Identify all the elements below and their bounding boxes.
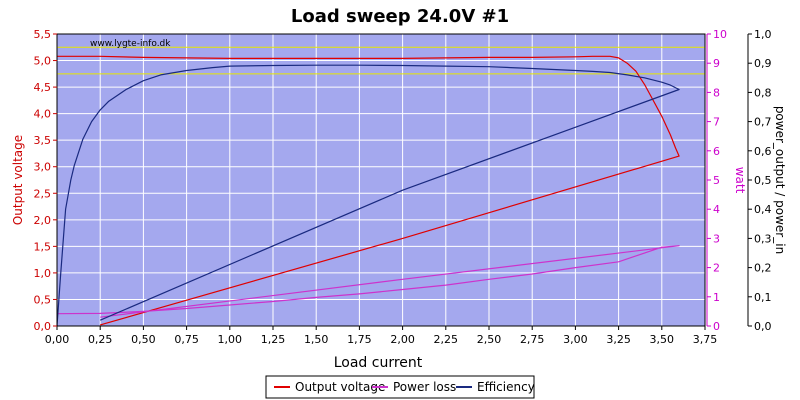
x-axis-label: Load current bbox=[334, 355, 423, 371]
y-right-axis-label: power_output / power_in bbox=[773, 106, 787, 254]
x-tick-label: 2,75 bbox=[520, 333, 545, 346]
series-output-voltage bbox=[57, 55, 680, 326]
legend-label: Output voltage bbox=[295, 380, 385, 394]
legend-box bbox=[265, 375, 535, 399]
y-mid-tick-label: 0 bbox=[713, 320, 720, 333]
x-tick-label: 1,50 bbox=[304, 333, 329, 346]
x-tick-label: 1,25 bbox=[261, 333, 286, 346]
y-right-tick-label: 1,0 bbox=[754, 28, 772, 41]
y-mid-tick-label: 4 bbox=[713, 203, 720, 216]
y-right-tick-label: 0,8 bbox=[754, 86, 772, 99]
y-left-tick-label: 0,5 bbox=[34, 293, 52, 306]
y-left-tick-label: 1,0 bbox=[34, 267, 52, 280]
series-layer bbox=[56, 55, 680, 327]
x-tick-label: 0,25 bbox=[88, 333, 113, 346]
y-mid-axis-label: watt bbox=[733, 167, 747, 194]
y-left-axis-ticks: 0,0 0,5 1,0 1,5 2,0 2,5 3,0 3,5 4,0 4,5 5,0 5,5 bbox=[34, 28, 57, 333]
x-tick-label: 0,75 bbox=[174, 333, 199, 346]
y-right-tick-label: 0,0 bbox=[754, 320, 772, 333]
y-left-tick-label: 1,5 bbox=[34, 240, 52, 253]
y-left-tick-label: 3,5 bbox=[34, 134, 52, 147]
x-tick-label: 3,75 bbox=[693, 333, 718, 346]
y-right-tick-label: 0,6 bbox=[754, 145, 772, 158]
watermark: www.lygte-info.dk bbox=[90, 39, 171, 49]
y-left-tick-label: 4,0 bbox=[34, 108, 52, 121]
plot-border bbox=[56, 33, 706, 327]
legend-label: Power loss bbox=[393, 380, 456, 394]
y-left-tick-label: 5,0 bbox=[34, 55, 52, 68]
y-mid-tick-label: 5 bbox=[713, 174, 720, 187]
legend: Output voltage Power loss Efficiency bbox=[265, 375, 535, 399]
x-tick-label: 0,50 bbox=[131, 333, 156, 346]
chart-title: Load sweep 24.0V #1 bbox=[291, 6, 509, 27]
x-tick-label: 3,00 bbox=[563, 333, 588, 346]
y-mid-tick-label: 10 bbox=[713, 28, 727, 41]
x-axis-ticks: 0,00 0,25 0,50 0,75 1,00 1,25 1,50 1,75 2,00 2,25… bbox=[45, 326, 718, 346]
y-mid-tick-label: 7 bbox=[713, 116, 720, 129]
y-right-axis-ticks: 0,0 0,1 0,2 0,3 0,4 0,5 0,6 0,7 0,8 0,9 1,0 bbox=[748, 28, 772, 333]
y-mid-axis-ticks: 0 1 2 3 4 5 6 7 8 9 10 bbox=[707, 28, 727, 333]
x-tick-label: 1,00 bbox=[218, 333, 243, 346]
y-mid-tick-label: 2 bbox=[713, 262, 720, 275]
y-left-tick-label: 3,0 bbox=[34, 161, 52, 174]
y-right-tick-label: 0,5 bbox=[754, 174, 772, 187]
y-right-tick-label: 0,7 bbox=[754, 116, 772, 129]
x-tick-label: 2,50 bbox=[477, 333, 502, 346]
y-right-tick-label: 0,2 bbox=[754, 262, 772, 275]
y-mid-tick-label: 1 bbox=[713, 291, 720, 304]
y-mid-tick-label: 3 bbox=[713, 232, 720, 245]
y-right-tick-label: 0,3 bbox=[754, 232, 772, 245]
y-mid-tick-label: 8 bbox=[713, 86, 720, 99]
y-mid-tick-label: 9 bbox=[713, 57, 720, 70]
y-left-tick-label: 4,5 bbox=[34, 81, 52, 94]
x-tick-label: 0,00 bbox=[45, 333, 70, 346]
x-tick-label: 2,25 bbox=[434, 333, 459, 346]
series-power-loss bbox=[56, 245, 680, 318]
x-tick-label: 3,25 bbox=[606, 333, 631, 346]
y-left-tick-label: 5,5 bbox=[34, 28, 52, 41]
x-tick-label: 2,00 bbox=[390, 333, 415, 346]
y-left-tick-label: 2,0 bbox=[34, 214, 52, 227]
x-tick-label: 3,50 bbox=[650, 333, 675, 346]
y-mid-tick-label: 6 bbox=[713, 145, 720, 158]
legend-label: Efficiency bbox=[477, 380, 535, 394]
y-left-tick-label: 2,5 bbox=[34, 187, 52, 200]
y-left-tick-label: 0,0 bbox=[34, 320, 52, 333]
series-efficiency bbox=[56, 64, 680, 327]
x-tick-label: 1,75 bbox=[347, 333, 372, 346]
y-right-tick-label: 0,4 bbox=[754, 203, 772, 216]
y-right-tick-label: 0,1 bbox=[754, 291, 772, 304]
y-right-tick-label: 0,9 bbox=[754, 57, 772, 70]
y-left-axis-label: Output voltage bbox=[11, 135, 25, 225]
